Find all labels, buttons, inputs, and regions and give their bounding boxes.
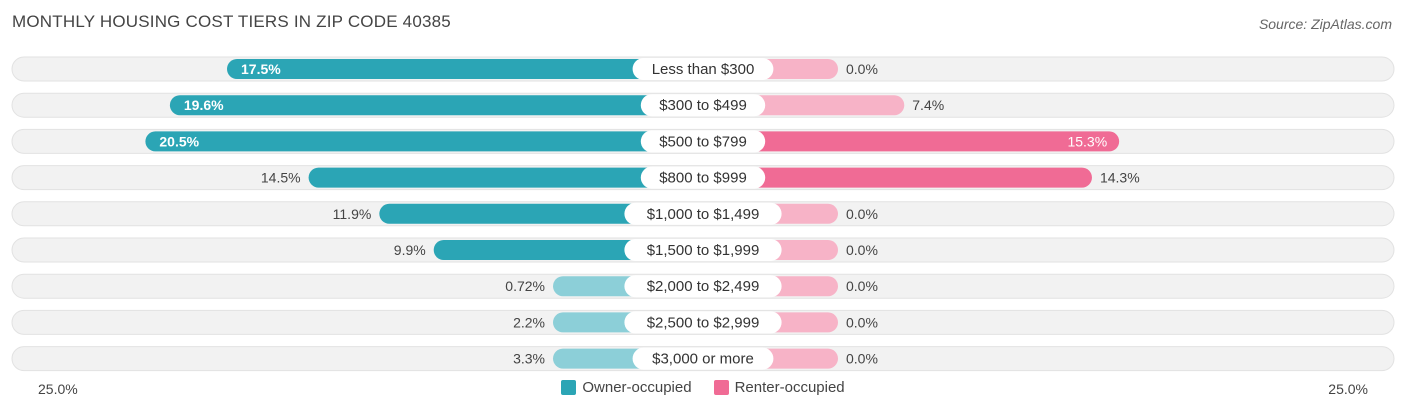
legend-owner-swatch (561, 380, 577, 395)
axis-left-label: 25.0% (38, 381, 78, 397)
category-label: $800 to $999 (659, 170, 747, 187)
owner-bar (308, 167, 703, 188)
category-label: $1,500 to $1,999 (647, 242, 760, 259)
category-pill (624, 311, 782, 334)
owner-value-label: 20.5% (159, 133, 199, 149)
legend-owner-label: Owner-occupied (582, 379, 692, 396)
owner-value-label: 0.72% (505, 278, 545, 294)
chart-title: MONTHLY HOUSING COST TIERS IN ZIP CODE 4… (12, 12, 451, 31)
owner-value-label: 9.9% (394, 242, 426, 258)
category-label: $3,000 or more (652, 351, 754, 368)
owner-value-label: 17.5% (241, 61, 281, 77)
category-pill (624, 202, 782, 225)
legend-renter-swatch (713, 380, 729, 395)
category-label: $2,500 to $2,999 (647, 314, 760, 331)
category-label: Less than $300 (652, 61, 755, 78)
category-pill (632, 347, 774, 370)
renter-value-label: 15.3% (1067, 133, 1107, 149)
category-pill (640, 94, 766, 117)
category-label: $2,000 to $2,499 (647, 278, 760, 295)
owner-bar (169, 95, 703, 116)
renter-value-label: 0.0% (846, 61, 878, 77)
renter-value-label: 0.0% (846, 242, 878, 258)
owner-bar (227, 59, 703, 79)
renter-value-label: 14.3% (1100, 170, 1140, 186)
owner-bar (145, 131, 703, 152)
renter-bar (703, 167, 1092, 188)
category-pill (624, 275, 782, 298)
owner-value-label: 3.3% (513, 351, 545, 367)
renter-value-label: 0.0% (846, 314, 878, 330)
legend-owner: Owner-occupied (561, 379, 692, 396)
category-pill (640, 130, 766, 153)
legend-renter: Renter-occupied (713, 379, 845, 396)
category-label: $1,000 to $1,499 (647, 206, 760, 223)
renter-value-label: 7.4% (912, 97, 944, 113)
renter-value-label: 0.0% (846, 278, 878, 294)
owner-value-label: 2.2% (513, 314, 545, 330)
category-pill (632, 58, 774, 80)
legend-renter-label: Renter-occupied (734, 379, 845, 396)
legend: Owner-occupied Renter-occupied (0, 379, 1406, 396)
renter-bar (703, 131, 1120, 152)
axis-right-label: 25.0% (1328, 381, 1368, 397)
category-label: $500 to $799 (659, 133, 747, 150)
owner-value-label: 11.9% (333, 206, 372, 222)
chart-source: Source: ZipAtlas.com (1258, 16, 1392, 32)
category-pill (624, 239, 782, 261)
renter-value-label: 0.0% (846, 206, 878, 222)
owner-value-label: 19.6% (184, 97, 224, 113)
category-label: $300 to $499 (659, 97, 747, 114)
renter-value-label: 0.0% (846, 351, 878, 367)
owner-bar (379, 203, 703, 224)
category-pill (640, 166, 766, 189)
owner-value-label: 14.5% (261, 170, 301, 186)
